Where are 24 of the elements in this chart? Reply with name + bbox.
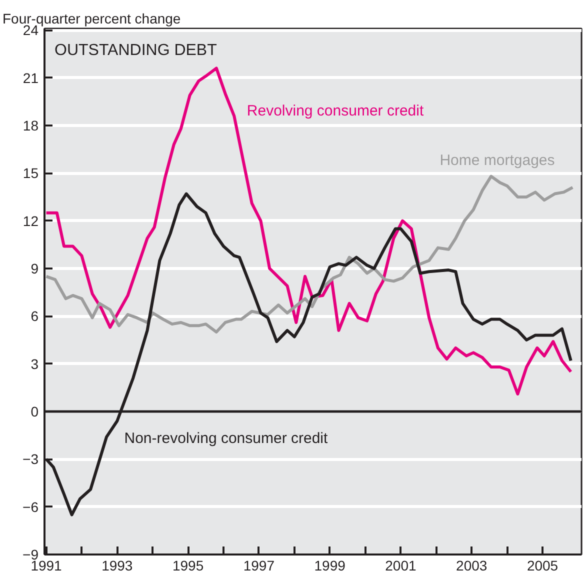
- y-axis-title: Four-quarter percent change: [2, 10, 181, 26]
- y-tick-label: 12: [22, 212, 39, 229]
- x-tick-label: 2003: [456, 558, 488, 574]
- x-tick-label: 2001: [385, 558, 417, 574]
- x-tick-label: 1997: [243, 558, 275, 574]
- y-tick-label: 0: [30, 403, 39, 420]
- y-tick-label: −3: [22, 451, 39, 468]
- y-tick-label: 6: [30, 308, 39, 324]
- y-tick-label: 21: [22, 70, 39, 86]
- series-label: Revolving consumer credit: [246, 102, 424, 120]
- y-tick-label: −6: [22, 498, 39, 515]
- y-tick-label: 9: [30, 260, 39, 276]
- y-tick-label: 18: [22, 117, 39, 134]
- text: OUTSTANDING DEBT: [54, 42, 218, 59]
- line-series: [44, 174, 574, 334]
- y-tick-label: 3: [30, 356, 39, 372]
- x-tick-label: 1999: [314, 558, 346, 574]
- y-tick-label: 15: [22, 165, 39, 182]
- x-tick-label: 2005: [526, 558, 558, 574]
- x-tick-label: 1993: [102, 558, 133, 574]
- x-tick-label: 1995: [172, 558, 204, 574]
- series-label: Home mortgages: [440, 152, 555, 169]
- line-series: [44, 66, 572, 396]
- series-label: Non-revolving consumer credit: [124, 430, 328, 447]
